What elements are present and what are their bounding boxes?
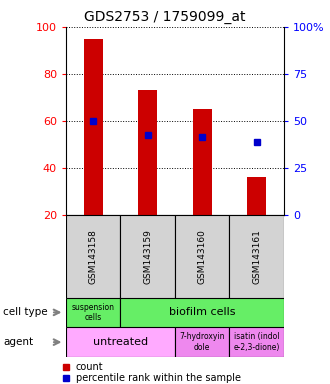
Text: GSM143160: GSM143160: [198, 229, 207, 284]
Bar: [175, 327, 229, 357]
Text: agent: agent: [3, 337, 33, 347]
Bar: [66, 327, 175, 357]
Bar: [66, 298, 120, 327]
Text: cell type: cell type: [3, 307, 48, 318]
Bar: [229, 327, 284, 357]
Bar: [84, 39, 103, 215]
Bar: [66, 215, 120, 298]
Text: biofilm cells: biofilm cells: [169, 307, 235, 318]
Text: untreated: untreated: [93, 337, 148, 347]
Text: GSM143159: GSM143159: [143, 229, 152, 284]
Bar: [193, 109, 212, 215]
Bar: [229, 215, 284, 298]
Text: 7-hydroxyin
dole: 7-hydroxyin dole: [180, 333, 225, 352]
Bar: [120, 215, 175, 298]
Text: GSM143161: GSM143161: [252, 229, 261, 284]
Bar: [247, 177, 266, 215]
Text: percentile rank within the sample: percentile rank within the sample: [76, 373, 241, 383]
Bar: [175, 215, 229, 298]
Text: GSM143158: GSM143158: [89, 229, 98, 284]
Text: GDS2753 / 1759099_at: GDS2753 / 1759099_at: [84, 10, 246, 23]
Bar: [138, 90, 157, 215]
Text: suspension
cells: suspension cells: [72, 303, 115, 322]
Bar: [120, 298, 284, 327]
Text: count: count: [76, 362, 104, 372]
Text: isatin (indol
e-2,3-dione): isatin (indol e-2,3-dione): [233, 333, 280, 352]
